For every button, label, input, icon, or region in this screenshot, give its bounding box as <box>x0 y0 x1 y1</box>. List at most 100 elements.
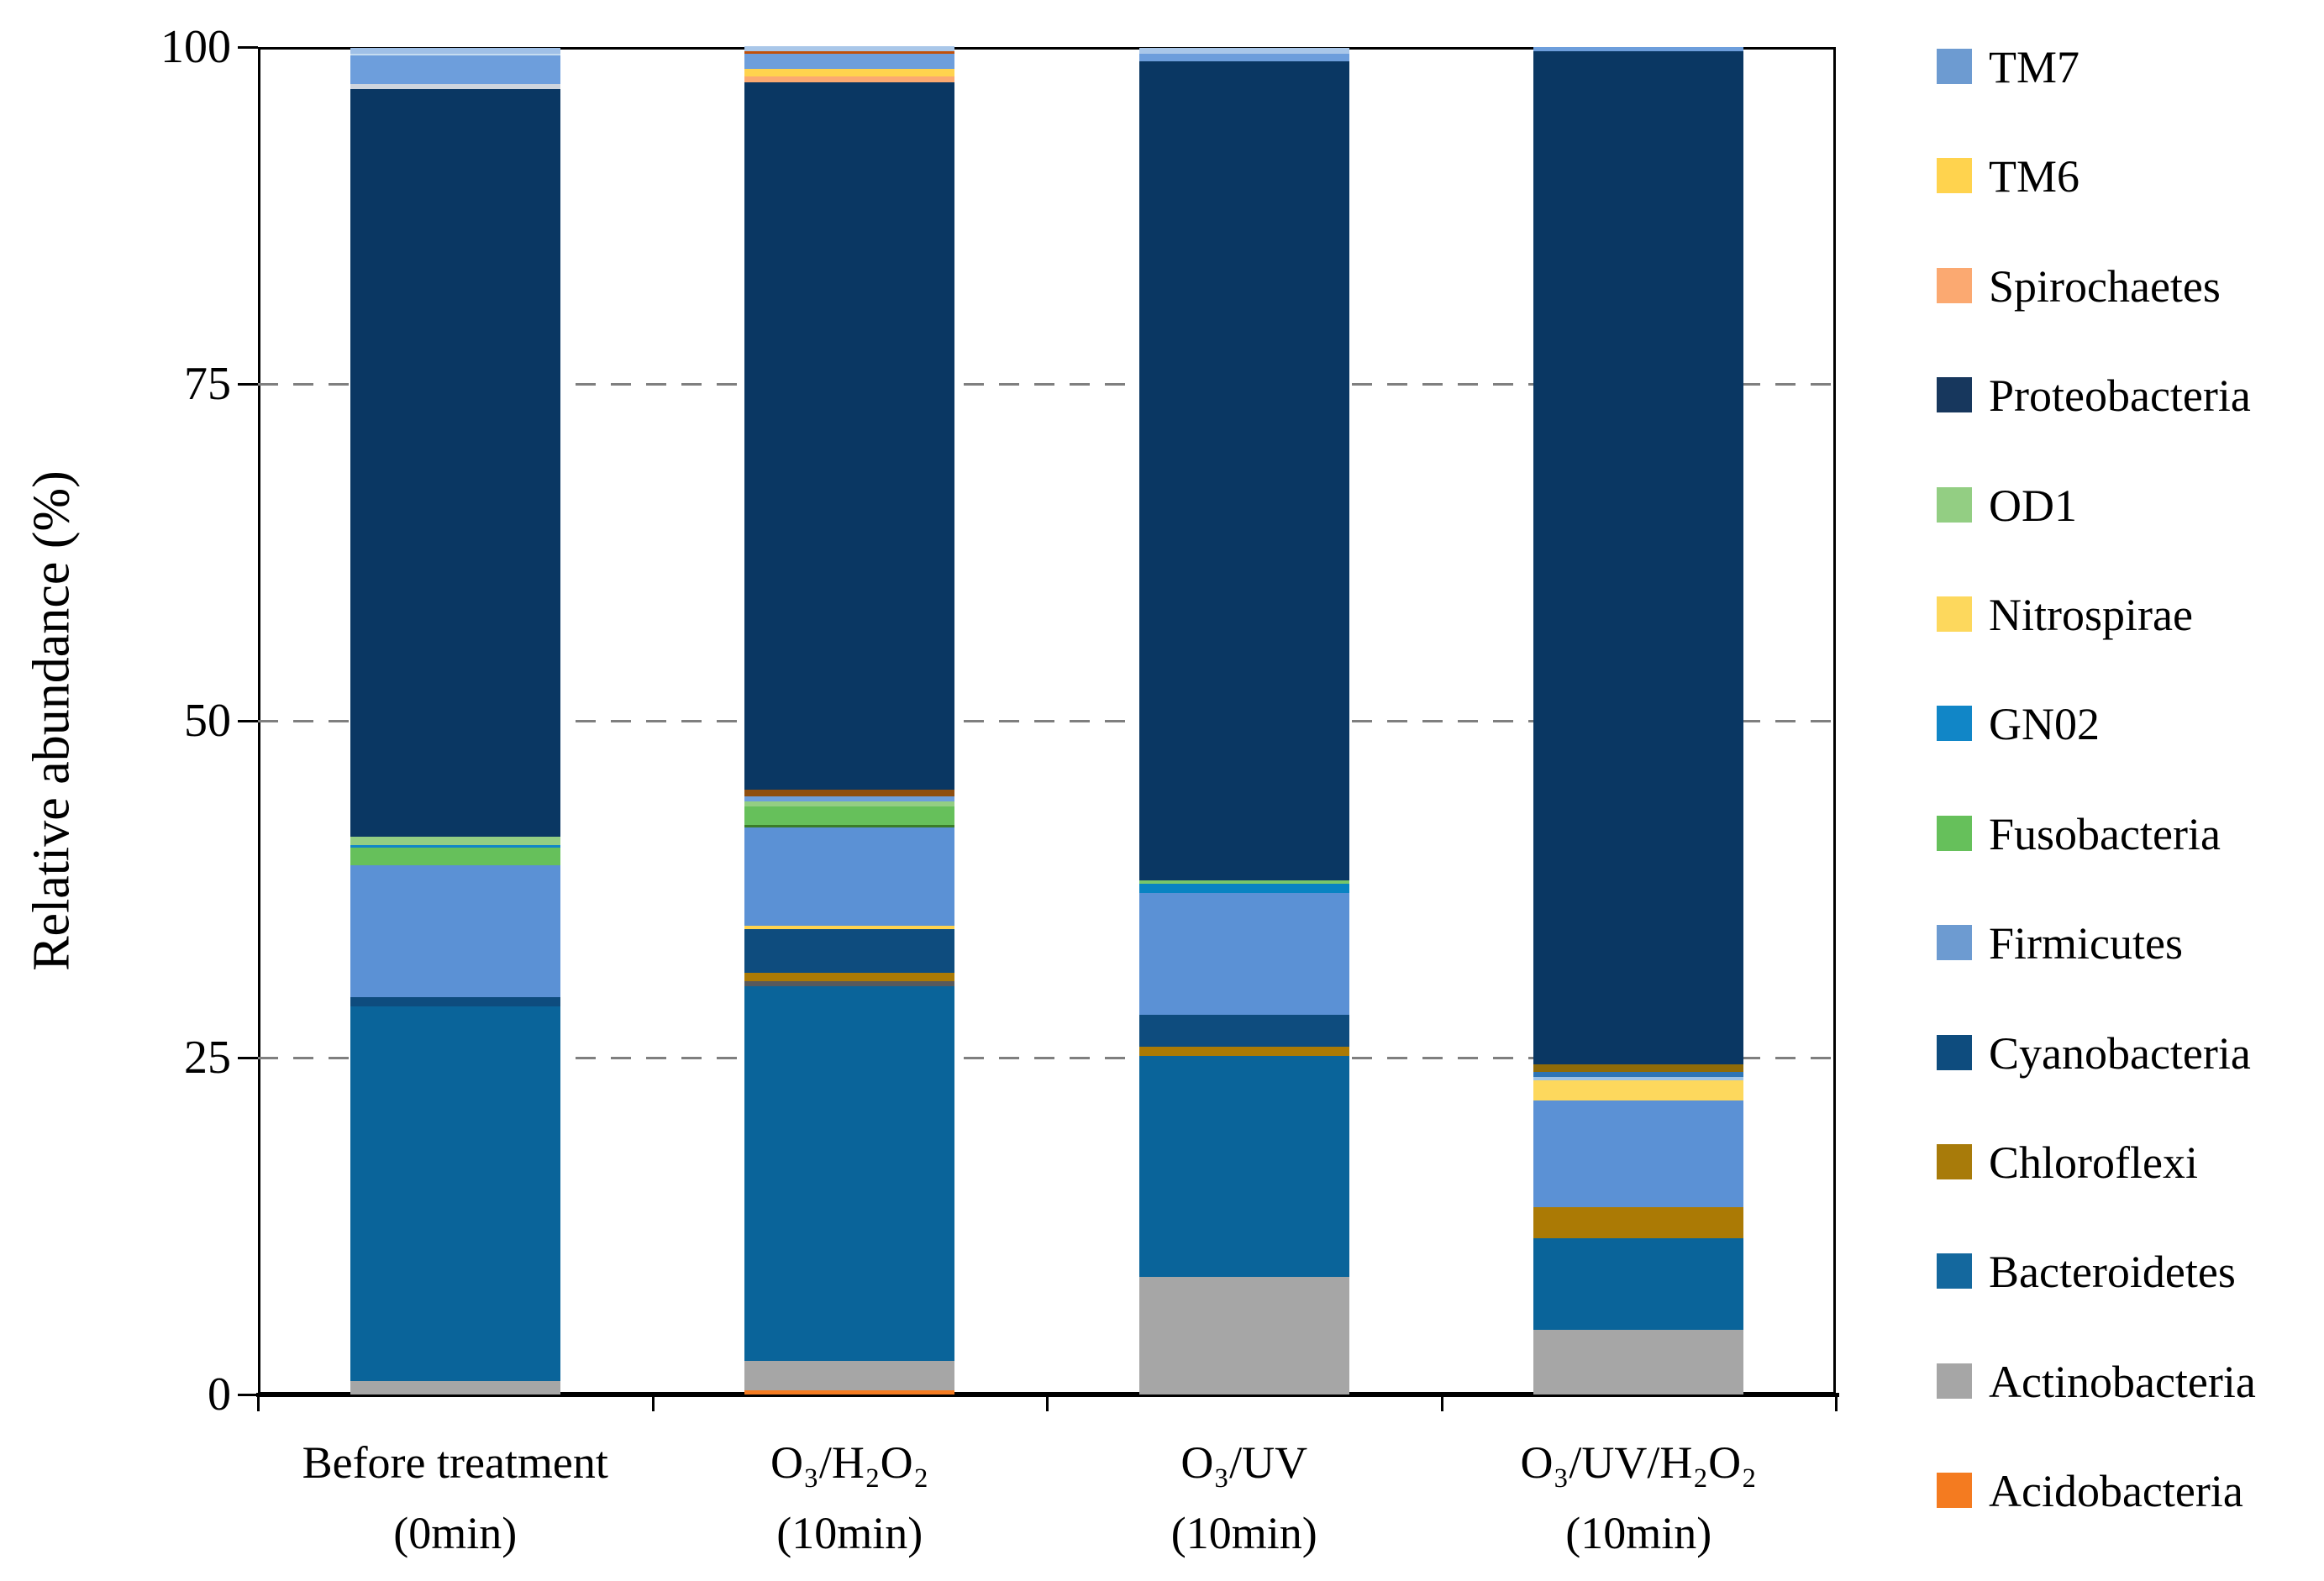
bar-1-segment-cyanobacteria <box>350 996 560 1007</box>
bar-1 <box>350 47 560 1395</box>
bar-3-segment-tm7 <box>1138 53 1349 61</box>
gridline-50 <box>258 720 1836 722</box>
bar-3 <box>1138 47 1349 1395</box>
legend-label-tm7: TM7 <box>1989 42 2080 92</box>
bar-1-segment-tm6-spirochaetes-trace <box>350 84 560 89</box>
bar-3-segment-actinobacteria <box>1138 1277 1349 1395</box>
legend-item-tm7: TM7 <box>1937 44 2306 91</box>
legend-swatch-chloroflexi <box>1937 1144 1972 1179</box>
bar-2-segment-unlabeled-dark-gray-sliver <box>744 981 955 986</box>
legend-swatch-od1 <box>1937 486 1972 523</box>
bar-1-segment-proteobacteria <box>350 88 560 837</box>
legend-label-gn02: GN02 <box>1989 699 2100 750</box>
x-category-label-4: O₃/UV/H₂O₂ (10min) <box>1521 1428 1757 1568</box>
x-tick-mark-4 <box>1835 1395 1838 1411</box>
bar-1-segment-actinobacteria <box>350 1380 560 1395</box>
x-category-line1: O₃/UV/H₂O₂ <box>1520 1437 1757 1488</box>
bar-1-segment-bacteroidetes <box>350 1006 560 1381</box>
bar-3-segment-chloroflexi <box>1138 1047 1349 1057</box>
legend-label-bacteroidetes: Bacteroidetes <box>1989 1247 2236 1298</box>
bar-4 <box>1533 47 1744 1395</box>
bar-2-segment-fusobacteria <box>744 806 955 826</box>
bar-4-segment-tm7 <box>1533 47 1744 51</box>
x-category-line1: O₃/H₂O₂ <box>770 1437 929 1488</box>
bar-4-segment-bacteroidetes <box>1533 1237 1744 1331</box>
bar-3-segment-bacteroidetes <box>1138 1056 1349 1278</box>
legend-swatch-fusobacteria <box>1937 815 1972 851</box>
bar-2-segment-unlabeled-rust-band <box>744 789 955 796</box>
bar-2-segment-actinobacteria <box>744 1360 955 1391</box>
bar-2-segment-unlabeled-rust-sliver <box>744 50 955 54</box>
bar-2-segment-proteobacteria <box>744 81 955 790</box>
bar-2-segment-spirochaetes <box>744 76 955 82</box>
legend-label-od1: OD1 <box>1989 480 2077 531</box>
bar-2-segment-tm7 <box>744 53 955 69</box>
bar-2-segment-od1 <box>744 801 955 806</box>
bar-3-segment-fusobacteria <box>1138 880 1349 885</box>
y-tick-label-25: 25 <box>184 1032 231 1084</box>
x-category-label-1: Before treatment (0min) <box>302 1428 608 1568</box>
legend-swatch-actinobacteria <box>1937 1363 1972 1399</box>
bar-4-segment-firmicutes <box>1533 1100 1744 1208</box>
legend-swatch-spirochaetes <box>1937 267 1972 303</box>
y-tick-label-75: 75 <box>184 358 231 410</box>
bar-1-segment-od1 <box>350 836 560 845</box>
legend-item-gn02: GN02 <box>1937 701 2306 748</box>
y-tick-mark-50 <box>238 720 258 722</box>
legend-item-nitrospirae: Nitrospirae <box>1937 591 2306 638</box>
legend-swatch-bacteroidetes <box>1937 1253 1972 1289</box>
bar-2-segment-chloroflexi <box>744 972 955 982</box>
legend-swatch-proteobacteria <box>1937 377 1972 413</box>
bar-2-segment-unlabeled-pale-sliver <box>744 46 955 51</box>
legend-item-actinobacteria: Actinobacteria <box>1937 1358 2306 1405</box>
x-tick-mark-0 <box>257 1395 260 1411</box>
x-category-label-2: O₃/H₂O₂ (10min) <box>770 1428 928 1568</box>
bar-4-segment-unlabeled-steel-sliver <box>1533 1072 1744 1078</box>
y-tick-mark-0 <box>238 1394 258 1396</box>
legend-swatch-cyanobacteria <box>1937 1034 1972 1070</box>
y-tick-mark-100 <box>238 46 258 49</box>
bar-4-segment-proteobacteria <box>1533 50 1744 1065</box>
legend-label-actinobacteria: Actinobacteria <box>1989 1356 2256 1407</box>
bar-2-segment-firmicutes <box>744 827 955 926</box>
y-tick-mark-25 <box>238 1057 258 1059</box>
bar-4-segment-nitrospirae <box>1533 1080 1744 1101</box>
legend-swatch-firmicutes <box>1937 925 1972 961</box>
bar-2-segment-fusobacteria-edge <box>744 825 955 827</box>
legend-swatch-acidobacteria <box>1937 1473 1972 1509</box>
bar-3-segment-proteobacteria <box>1138 60 1349 881</box>
legend-item-cyanobacteria: Cyanobacteria <box>1937 1030 2306 1077</box>
bar-3-segment-gn02 <box>1138 884 1349 894</box>
legend-item-tm6: TM6 <box>1937 153 2306 200</box>
gridline-25 <box>258 1057 1836 1059</box>
bar-4-segment-unlabeled-pale-sliver <box>1533 1077 1744 1081</box>
bar-4-segment-chloroflexi <box>1533 1207 1744 1238</box>
y-tick-mark-75 <box>238 383 258 386</box>
bar-3-segment-firmicutes <box>1138 893 1349 1015</box>
bar-2-segment-acidobacteria <box>744 1390 955 1395</box>
x-tick-mark-1 <box>651 1395 655 1411</box>
y-tick-label-0: 0 <box>208 1368 231 1421</box>
legend-label-acidobacteria: Acidobacteria <box>1989 1466 2243 1517</box>
legend-label-proteobacteria: Proteobacteria <box>1989 370 2251 422</box>
legend-item-fusobacteria: Fusobacteria <box>1937 811 2306 858</box>
bar-2-segment-unlabeled-blue-sliver <box>744 796 955 801</box>
legend-item-spirochaetes: Spirochaetes <box>1937 263 2306 310</box>
legend-swatch-gn02 <box>1937 706 1972 742</box>
legend-swatch-tm7 <box>1937 49 1972 84</box>
x-tick-mark-3 <box>1440 1395 1443 1411</box>
legend-swatch-nitrospirae <box>1937 596 1972 632</box>
legend-label-cyanobacteria: Cyanobacteria <box>1989 1027 2251 1079</box>
bar-2 <box>744 46 955 1395</box>
bar-4-segment-actinobacteria <box>1533 1330 1744 1395</box>
legend-item-firmicutes: Firmicutes <box>1937 920 2306 967</box>
legend-item-bacteroidetes: Bacteroidetes <box>1937 1248 2306 1295</box>
x-category-line2: (0min) <box>393 1507 518 1558</box>
bar-1-segment-unlabeled-light-sliver <box>350 54 560 56</box>
legend-item-acidobacteria: Acidobacteria <box>1937 1468 2306 1515</box>
legend-label-tm6: TM6 <box>1989 151 2080 202</box>
y-tick-label-100: 100 <box>160 21 231 73</box>
bar-3-segment-unlabeled-pale-sliver <box>1138 48 1349 54</box>
x-category-line2: (10min) <box>776 1507 923 1558</box>
